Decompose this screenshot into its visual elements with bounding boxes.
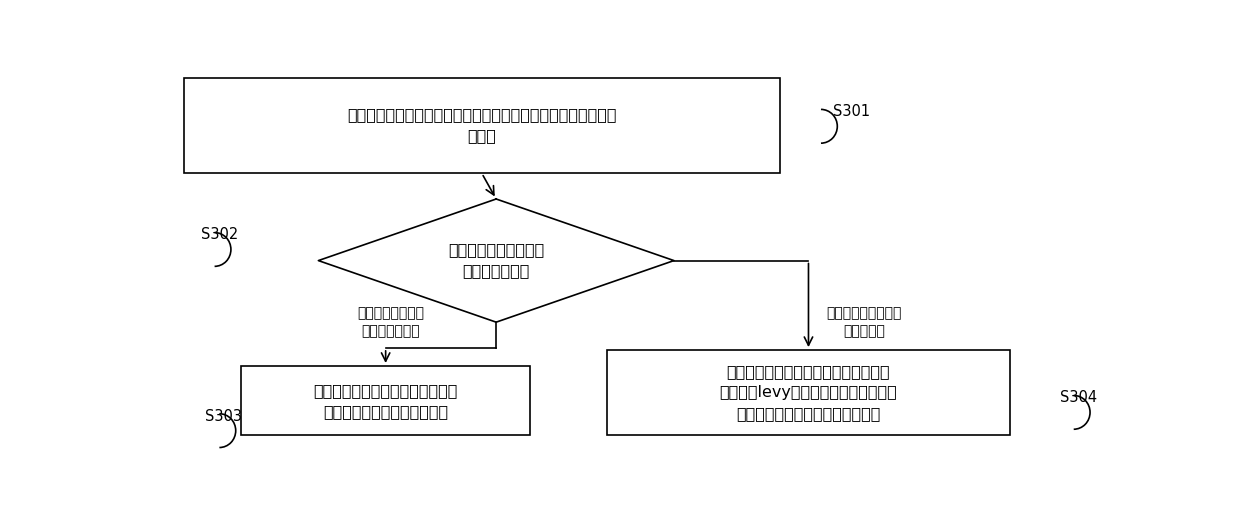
Text: 若适应度值在预设的
取值范围内: 若适应度值在预设的 取值范围内 — [827, 306, 901, 338]
Bar — [242, 366, 529, 436]
Text: 若适应度值不在预
设的取值范围内: 若适应度值不在预 设的取值范围内 — [357, 306, 424, 338]
Text: S302: S302 — [201, 227, 238, 242]
Bar — [606, 350, 1011, 436]
Text: S303: S303 — [205, 409, 242, 424]
Text: 采用多约束变量混合处理的方法，
调整初代种群对应的决策变量: 采用多约束变量混合处理的方法， 调整初代种群对应的决策变量 — [314, 383, 458, 418]
Text: 判断适应度值是否属于
预设的取值范围: 判断适应度值是否属于 预设的取值范围 — [448, 243, 544, 279]
Bar — [184, 78, 780, 173]
Text: S304: S304 — [1060, 390, 1097, 405]
Polygon shape — [319, 199, 675, 322]
Text: S301: S301 — [832, 104, 869, 119]
Text: 执行根据初代种群和算法参数，采用差
分算子和levy飞行动态适应搜索策略对
初代种群进行交叉变异处理的步骤: 执行根据初代种群和算法参数，采用差 分算子和levy飞行动态适应搜索策略对 初代… — [719, 364, 898, 421]
Text: 计算初代种群的适应度值；适应度值用于表征初代种群的目标函
数的值: 计算初代种群的适应度值；适应度值用于表征初代种群的目标函 数的值 — [347, 107, 616, 143]
